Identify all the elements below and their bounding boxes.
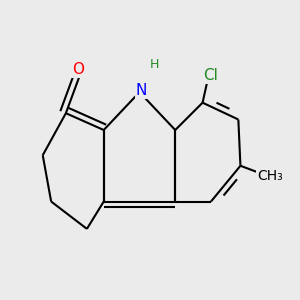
Text: CH₃: CH₃ xyxy=(257,169,283,183)
Text: O: O xyxy=(73,61,85,76)
Text: Cl: Cl xyxy=(204,68,218,83)
Text: N: N xyxy=(136,82,147,98)
Text: H: H xyxy=(149,58,159,71)
